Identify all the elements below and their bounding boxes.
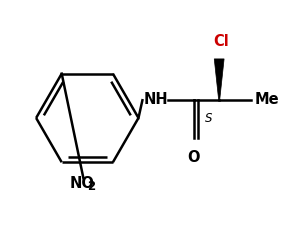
Text: NO: NO	[70, 176, 94, 191]
Polygon shape	[214, 59, 224, 100]
Text: 2: 2	[87, 180, 95, 193]
Text: S: S	[205, 112, 213, 125]
Text: Cl: Cl	[213, 34, 229, 49]
Text: NH: NH	[144, 92, 168, 107]
Text: O: O	[187, 150, 200, 165]
Text: Me: Me	[255, 92, 279, 107]
